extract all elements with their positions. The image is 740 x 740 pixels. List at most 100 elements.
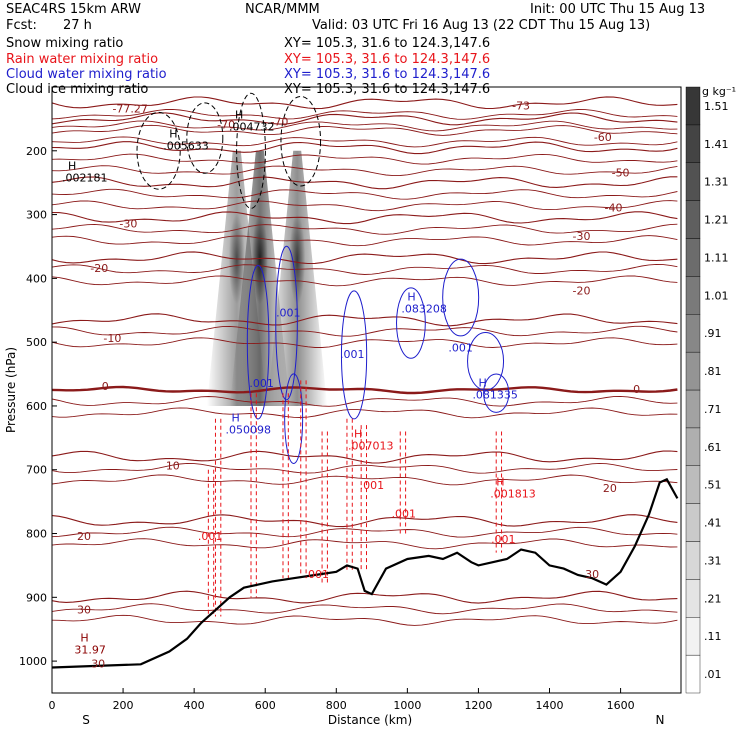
colorbar-label: .41: [704, 517, 722, 530]
x-tick-label: 1400: [536, 699, 564, 712]
y-tick-label: 800: [26, 528, 47, 541]
extremum-marker: H: [496, 475, 504, 488]
contour-value-label: .001: [304, 568, 329, 581]
isotherm-minor: [52, 136, 678, 148]
y-axis-label: Pressure (hPa): [4, 347, 18, 433]
isotherm-label: 20: [77, 530, 91, 543]
cloud-water-contour: [284, 373, 304, 465]
terrain-line: [52, 477, 679, 669]
rain-water-contour: [321, 431, 328, 585]
colorbar: .01 .11 .21 .31 .41 .51 .61 .71 .81 .91 1.01 1.11 1.…: [685, 86, 729, 694]
colorbar-swatch: [685, 314, 701, 353]
isotherm-label: -20: [573, 284, 591, 297]
isotherm-minor: [52, 165, 678, 177]
colorbar-label: 1.51: [704, 100, 729, 113]
colorbar-label: .31: [704, 554, 722, 567]
x-tick-label: 1000: [393, 699, 421, 712]
isotherm-minor: [52, 395, 678, 407]
y-tick-label: 200: [26, 145, 47, 158]
colorbar-label: 1.41: [704, 138, 729, 151]
isotherm-label: 30: [585, 568, 599, 581]
rain-water-contours: [207, 380, 503, 617]
isotherm-minor: [52, 108, 678, 120]
colorbar-label: .71: [704, 403, 722, 416]
isotherm-minor: [52, 614, 678, 626]
colorbar-label: 1.31: [704, 176, 729, 189]
extremum-value: .083208: [401, 302, 447, 315]
isotherm-minor: [52, 325, 678, 337]
contour-value-label: .001: [249, 377, 274, 390]
extremum-marker: H: [407, 290, 415, 303]
cloud-ice-contour: [136, 111, 181, 190]
isotherm-minor: [52, 603, 678, 615]
colorbar-swatch: [685, 86, 701, 126]
forecast-label: Fcst:: [6, 18, 37, 33]
isotherm-20: [52, 514, 678, 528]
rain-water-contour: [360, 425, 367, 572]
rain-water-contour: [495, 431, 503, 553]
isotherm-minor: [52, 200, 678, 212]
isotherm-label: -30: [119, 217, 137, 230]
field-name-rain: Rain water mixing ratio: [6, 52, 159, 67]
axes: 0 200 400 600 800 1000 1200 1400 160020030040050…: [19, 145, 635, 712]
y-tick-label: 300: [26, 209, 47, 222]
isotherm-minor: [52, 153, 678, 165]
isotherm-label: -20: [90, 262, 108, 275]
cloud-water-contour: [396, 287, 426, 359]
isotherm-minor: [52, 275, 678, 287]
isotherm-minor: [52, 188, 678, 200]
extremum-value: .004732: [229, 120, 275, 133]
isotherm-label: -70: [270, 115, 288, 128]
isotherm-label: 30: [91, 657, 105, 670]
extremum-value: .005633: [163, 140, 209, 153]
isotherm-minor: [52, 462, 678, 474]
isotherm--60: [52, 112, 678, 126]
rain-water-contour: [300, 380, 307, 579]
colorbar-label: 1.01: [704, 289, 729, 302]
isotherm-30: [52, 590, 678, 604]
rain-water-contour: [399, 431, 407, 534]
field-xy-cloud-water: XY= 105.3, 31.6 to 124.3,147.6: [284, 67, 491, 82]
isotherm-minor: [52, 474, 678, 486]
isotherm--50: [52, 141, 678, 155]
cloud-ice-contours: [136, 92, 322, 209]
plot-frame: [51, 86, 682, 694]
x-tick-label: 200: [113, 699, 134, 712]
field-name-snow: Snow mixing ratio: [6, 36, 124, 51]
colorbar-swatch: [685, 654, 701, 694]
x-tick-label: 800: [326, 699, 347, 712]
colorbar-swatch: [685, 389, 701, 429]
colorbar-swatch: [685, 124, 701, 163]
isotherm--30: [52, 211, 678, 225]
isotherm-minor: [52, 235, 678, 247]
model-title: SEAC4RS 15km ARW: [6, 2, 142, 17]
init-time: Init: 00 UTC Thu 15 Aug 13: [530, 2, 706, 17]
isotherm-label: -10: [103, 332, 121, 345]
isotherm-label: 0: [102, 380, 109, 393]
contour-value-label: .001: [340, 348, 365, 361]
isotherm--20: [52, 251, 678, 265]
colorbar-swatch: [685, 579, 701, 618]
y-tick-label: 900: [26, 591, 47, 604]
isotherm-minor: [52, 124, 678, 136]
isotherm-minor: [52, 263, 678, 275]
cloud-ice-contour: [280, 95, 322, 187]
x-tick-label: 1600: [607, 699, 635, 712]
extremum-marker: H: [80, 632, 88, 645]
extremum-value: .002181: [62, 171, 108, 184]
contour-labels: -77.27 -73 -70 -70 -60 -50 -40 -30 -30 -20 -20 -10 0…: [62, 99, 640, 670]
cloud-ice-contour: [236, 92, 266, 209]
colorbar-label: .91: [704, 327, 722, 340]
contour-value-label: .001: [276, 307, 301, 320]
isotherm-10: [52, 450, 678, 464]
colorbar-swatch: [685, 238, 701, 277]
colorbar-swatch: [685, 276, 701, 315]
field-xy-cloud-ice: XY= 105.3, 31.6 to 124.3,147.6: [284, 82, 491, 97]
y-tick-label: 700: [26, 464, 47, 477]
x-end-label-north: N: [656, 713, 665, 727]
x-tick-label: 0: [49, 699, 56, 712]
isotherm-label: -73: [512, 99, 530, 112]
snow-plume-core: [251, 214, 268, 305]
isotherm-minor: [52, 120, 678, 132]
isotherm-minor: [52, 407, 678, 419]
